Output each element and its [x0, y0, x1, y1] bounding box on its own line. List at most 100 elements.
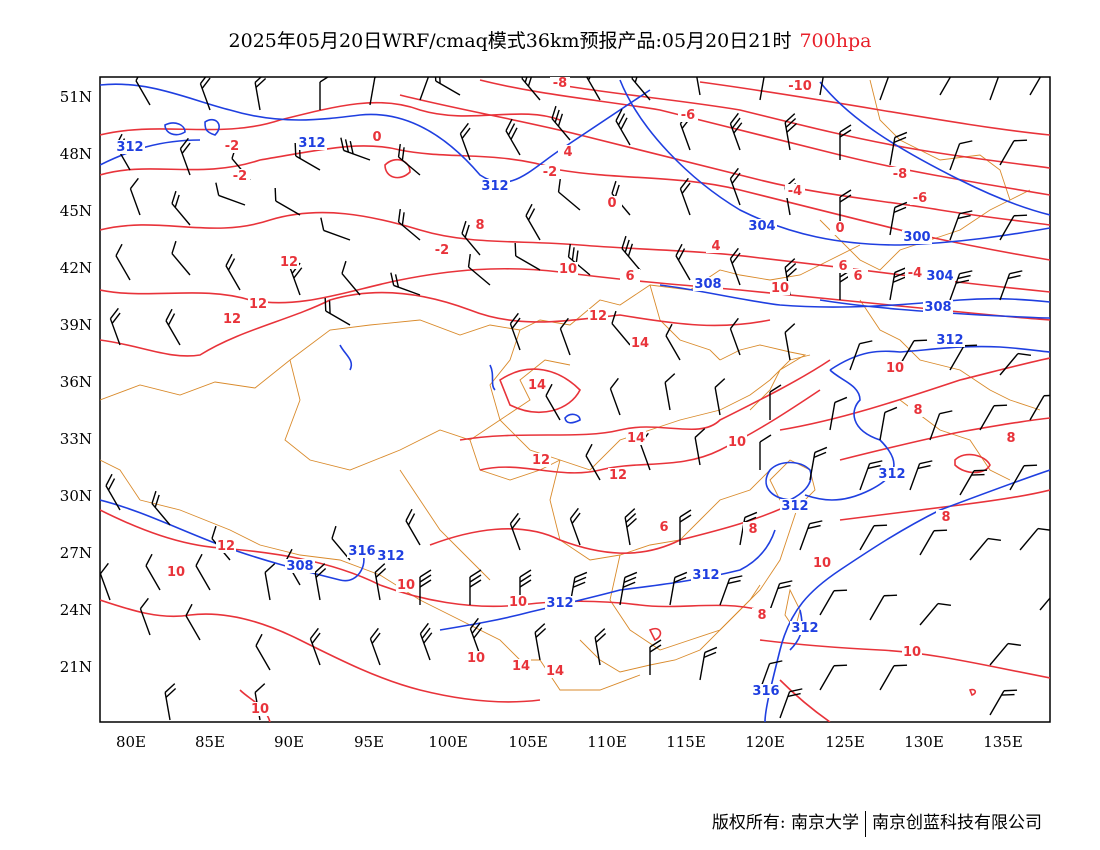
wind-barb	[545, 383, 561, 421]
wind-barb	[390, 272, 421, 296]
wind-barb	[215, 182, 246, 206]
wind-barb	[999, 139, 1028, 166]
wind-barb	[369, 627, 381, 666]
svg-text:10: 10	[467, 651, 485, 666]
temperature-label: 10	[396, 578, 416, 593]
wind-barb	[699, 646, 718, 681]
wind-barb	[949, 140, 973, 171]
wind-barb	[879, 406, 898, 441]
wind-barb	[319, 77, 330, 110]
svg-text:-8: -8	[893, 167, 907, 182]
svg-text:0: 0	[372, 130, 381, 145]
latitude-label: 27N	[60, 544, 92, 562]
wind-barb	[665, 323, 681, 361]
wind-barb	[521, 77, 541, 101]
wind-barb	[145, 553, 161, 591]
temperature-label: 14	[527, 378, 547, 393]
svg-text:10: 10	[251, 702, 269, 717]
latitude-label: 24N	[60, 601, 92, 619]
wind-barb	[714, 378, 726, 416]
temperature-label: 10	[508, 595, 528, 610]
svg-text:12: 12	[589, 309, 607, 324]
height-label: 316	[751, 684, 781, 699]
temperature-label: 10	[166, 565, 186, 580]
height-label: 312	[935, 333, 965, 348]
wind-barb	[557, 178, 581, 211]
wind-barb	[135, 77, 151, 106]
temperature-label: 10	[466, 651, 486, 666]
wind-barb	[369, 77, 388, 106]
wind-barb	[989, 77, 1001, 101]
temperature-label: -2	[230, 169, 250, 184]
svg-text:312: 312	[116, 140, 143, 155]
temperature-label: 6	[848, 269, 868, 284]
svg-text:-8: -8	[553, 76, 567, 91]
wind-barb	[879, 77, 891, 101]
temperature-label: 0	[602, 196, 622, 211]
temperature-label: -2	[432, 243, 452, 258]
wind-barb	[729, 167, 741, 206]
longitude-label: 85E	[195, 733, 225, 751]
wind-barb	[829, 396, 848, 431]
height-contour-labels: 312 3123123043003043083083123123123123123…	[115, 136, 965, 699]
wind-barb	[694, 428, 706, 466]
footer-divider	[865, 810, 866, 837]
wind-barb	[225, 253, 241, 291]
temperature-label: 0	[830, 221, 850, 236]
svg-text:312: 312	[481, 179, 508, 194]
temperature-label: -2	[540, 165, 560, 180]
latitude-labels: 51N 48N 45N 42N 39N 36N 33N 30N 27N 24N 21N	[60, 88, 92, 676]
wind-barb	[621, 235, 641, 271]
longitude-label: 105E	[508, 733, 548, 751]
svg-text:-2: -2	[233, 169, 247, 184]
svg-text:14: 14	[546, 664, 564, 679]
height-label: 312	[780, 499, 810, 514]
wind-barb	[105, 473, 121, 511]
wind-barb	[859, 524, 888, 551]
latitude-label: 33N	[60, 430, 92, 448]
wind-barb	[919, 602, 952, 626]
wind-barb	[314, 563, 327, 601]
temperature-label: -6	[910, 191, 930, 206]
page-title: 2025年05月20日WRF/cmaq模式36km预报产品:05月20日21时 7…	[0, 26, 1100, 53]
temperature-label: 14	[511, 659, 531, 674]
svg-text:-10: -10	[788, 79, 812, 94]
wind-barb	[419, 569, 432, 605]
wind-barb	[909, 460, 933, 491]
svg-text:8: 8	[941, 510, 950, 525]
svg-text:300: 300	[903, 230, 930, 245]
svg-text:4: 4	[711, 239, 720, 254]
map-frame	[99, 76, 1051, 723]
wind-barb	[309, 627, 321, 666]
svg-text:10: 10	[728, 435, 746, 450]
latitude-label: 48N	[60, 145, 92, 163]
wind-barb	[525, 203, 541, 241]
temperature-label: 12	[608, 468, 628, 483]
wind-barb	[819, 589, 848, 616]
wind-barb	[164, 683, 177, 721]
height-label: 300	[902, 230, 932, 245]
svg-text:6: 6	[625, 269, 634, 284]
wind-barb	[839, 124, 852, 160]
svg-text:304: 304	[926, 269, 953, 284]
temperature-label: 8	[1001, 431, 1021, 446]
longitude-label: 100E	[428, 733, 468, 751]
temperature-label: 14	[545, 664, 565, 679]
temperature-label: 12	[216, 539, 236, 554]
wind-barb	[879, 664, 908, 691]
svg-text:312: 312	[692, 568, 719, 583]
longitude-label: 120E	[745, 733, 785, 751]
svg-text:14: 14	[528, 378, 546, 393]
svg-text:316: 316	[752, 684, 779, 699]
wind-barb	[809, 446, 828, 481]
wind-barb	[615, 108, 631, 146]
temperature-label: -2	[222, 139, 242, 154]
wind-barb	[899, 339, 928, 366]
svg-text:-2: -2	[225, 139, 239, 154]
wind-barb	[664, 373, 676, 411]
svg-text:10: 10	[167, 565, 185, 580]
wind-barb	[559, 317, 571, 356]
svg-text:10: 10	[509, 595, 527, 610]
wind-barb	[1029, 394, 1050, 421]
height-label: 304	[747, 219, 777, 234]
